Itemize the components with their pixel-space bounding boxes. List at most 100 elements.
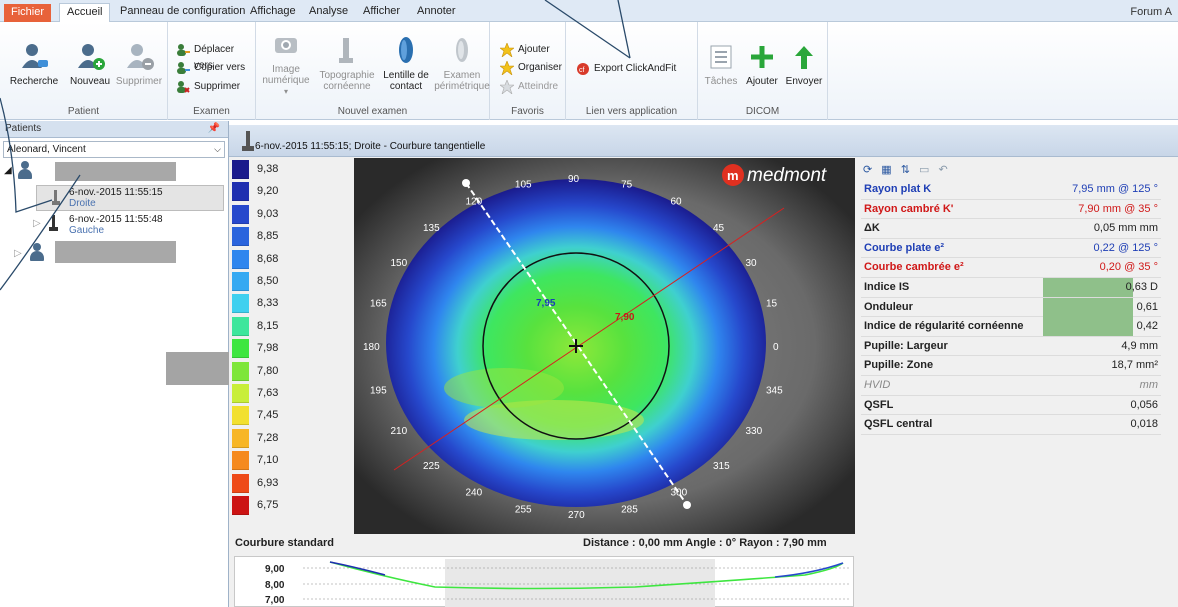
- measurement-row: Courbe cambrée e² 0,20 @ 35 °: [861, 258, 1161, 278]
- scale-label: 7,63: [257, 387, 279, 399]
- examen-perimetrique-button[interactable]: Examen périmétrique: [434, 36, 490, 92]
- angle-label: 165: [370, 299, 387, 310]
- chevron-down-icon: ⌵: [214, 144, 221, 154]
- measurement-value: 0,056: [1130, 398, 1158, 411]
- envoyer-button[interactable]: Envoyer: [784, 42, 824, 87]
- favoris-organiser-button[interactable]: Organiser: [498, 60, 562, 76]
- measurement-row: QSFL 0,056: [861, 396, 1161, 416]
- camera-icon: [270, 30, 302, 60]
- scale-row: 9,38: [232, 160, 354, 179]
- table-toolbar: ⟳ ▦ ⇅ ▭ ↶: [863, 163, 948, 176]
- tasks-icon: [705, 42, 737, 72]
- tab-fichier[interactable]: Fichier: [4, 4, 52, 22]
- patients-pane: Patients 📌 Aleonard, Vincent ⌵ ◢ 6-nov.-…: [0, 121, 298, 607]
- sort-icon[interactable]: ⇅: [900, 164, 910, 176]
- measurement-value: 0,63 D: [1125, 280, 1158, 293]
- topographer-icon: [52, 190, 60, 205]
- move-users-icon: [176, 43, 190, 57]
- recherche-button[interactable]: Recherche: [8, 42, 60, 87]
- angle-label: 135: [423, 223, 440, 234]
- steep-value-label: 7,90: [615, 312, 635, 323]
- scale-swatch: [232, 249, 249, 269]
- tab-affichage[interactable]: Affichage: [250, 5, 296, 17]
- measurement-value: 0,42: [1136, 320, 1158, 333]
- tree-expander[interactable]: ▷: [14, 248, 22, 259]
- measurement-row: Pupille: Zone 18,7 mm²: [861, 356, 1161, 376]
- redacted-patient-name: [55, 241, 176, 263]
- group-examen: Déplacer vers Copier vers Supprimer Exam…: [168, 22, 256, 120]
- scale-label: 8,33: [257, 297, 279, 310]
- supprimer-examen-button[interactable]: Supprimer: [174, 79, 240, 95]
- group-title-patient: Patient: [67, 106, 100, 117]
- forum-link[interactable]: Forum A: [1130, 6, 1172, 18]
- measurement-label: Indice IS: [864, 280, 910, 293]
- favoris-atteindre-button[interactable]: Atteindre: [498, 79, 558, 95]
- topographie-corneenne-button[interactable]: Topographie cornéenne: [316, 36, 378, 92]
- scale-swatch: [232, 339, 249, 359]
- image-numerique-button[interactable]: Image numérique ▾: [260, 30, 312, 97]
- pin-icon[interactable]: 📌: [207, 123, 220, 134]
- export-clickandfit-button[interactable]: cf Export ClickAndFit: [574, 61, 676, 77]
- nouveau-button[interactable]: Nouveau: [68, 42, 112, 87]
- undo-icon[interactable]: ↶: [938, 164, 948, 176]
- scale-row: 9,20: [232, 182, 354, 202]
- menu-bar: Fichier Accueil Panneau de configuration…: [0, 0, 1178, 22]
- tree-expander[interactable]: ▷: [33, 218, 41, 229]
- angle-label: 330: [746, 426, 763, 437]
- tab-panneau-configuration[interactable]: Panneau de configuration: [120, 5, 246, 17]
- measurement-row: Rayon cambré K' 7,90 mm @ 35 °: [861, 200, 1161, 220]
- exam-item-droite[interactable]: 6-nov.-2015 11:55:15 Droite: [36, 185, 224, 211]
- angle-label: 0: [773, 342, 779, 353]
- angle-label: 225: [423, 461, 440, 472]
- scale-row: 6,75: [232, 496, 354, 515]
- angle-label: 120: [466, 197, 483, 208]
- scale-label: 7,45: [257, 409, 279, 422]
- group-title-favoris: Favoris: [511, 106, 544, 117]
- flat-value-label: 7,95: [536, 298, 556, 309]
- tree-expander[interactable]: ◢: [4, 165, 12, 176]
- measurement-label: Indice de régularité cornéenne: [864, 320, 1024, 333]
- measurement-label: QSFL central: [864, 418, 933, 431]
- highlight-cell: [1043, 277, 1133, 297]
- save-icon[interactable]: ▭: [919, 164, 930, 176]
- patient-select[interactable]: Aleonard, Vincent ⌵: [3, 141, 225, 158]
- lentille-contact-button[interactable]: Lentille de contact: [380, 36, 432, 92]
- scale-row: 9,03: [232, 204, 354, 224]
- refresh-icon[interactable]: ⟳: [863, 164, 873, 176]
- scale-swatch: [232, 294, 249, 314]
- center-marker: [569, 339, 583, 353]
- favoris-ajouter-button[interactable]: Ajouter: [498, 42, 550, 58]
- scale-row: 8,15: [232, 316, 354, 336]
- date-sort-icon[interactable]: ▦: [881, 164, 892, 176]
- group-title-nouvel-examen: Nouvel examen: [337, 106, 408, 117]
- tab-annoter[interactable]: Annoter: [417, 5, 456, 17]
- measurement-row: Courbe plate e² 0,22 @ 125 °: [861, 239, 1161, 259]
- taches-button[interactable]: Tâches: [704, 42, 738, 87]
- redacted-patient-name: [55, 162, 176, 181]
- angle-label: 90: [568, 174, 580, 185]
- scale-label: 7,28: [257, 431, 279, 444]
- exam-eye[interactable]: Gauche: [69, 225, 105, 236]
- angle-label: 150: [391, 258, 408, 269]
- tab-analyse[interactable]: Analyse: [309, 5, 349, 17]
- cursor-readout: Distance : 0,00 mm Angle : 0° Rayon : 7,…: [583, 537, 827, 549]
- deplacer-vers-button[interactable]: Déplacer vers: [174, 42, 255, 71]
- color-scale: 9,38 9,20 9,03 8,85 8,68 8,50 8,33 8,15 7,98 7,80…: [232, 160, 354, 530]
- exam-date[interactable]: 6-nov.-2015 11:55:48: [69, 214, 163, 225]
- supprimer-patient-button[interactable]: Supprimer: [114, 42, 164, 87]
- measurement-value: 0,018: [1130, 418, 1158, 431]
- view-title: 6-nov.-2015 11:55:15; Droite - Courbure …: [255, 141, 486, 152]
- tab-accueil[interactable]: Accueil: [59, 3, 111, 22]
- angle-label: 315: [713, 461, 730, 472]
- tab-afficher[interactable]: Afficher: [363, 5, 401, 17]
- clickandfit-icon: cf: [576, 62, 590, 76]
- copier-vers-button[interactable]: Copier vers: [174, 60, 245, 76]
- medmont-logo: m medmont: [722, 164, 827, 186]
- patient-icon: [30, 243, 44, 261]
- angle-label: 195: [370, 386, 387, 397]
- measurement-label: Courbe cambrée e²: [864, 261, 964, 274]
- scale-label: 6,75: [257, 499, 279, 511]
- dicom-ajouter-button[interactable]: Ajouter: [742, 42, 782, 87]
- measurement-value: 18,7 mm²: [1111, 359, 1158, 372]
- pupil-circle: [482, 252, 670, 440]
